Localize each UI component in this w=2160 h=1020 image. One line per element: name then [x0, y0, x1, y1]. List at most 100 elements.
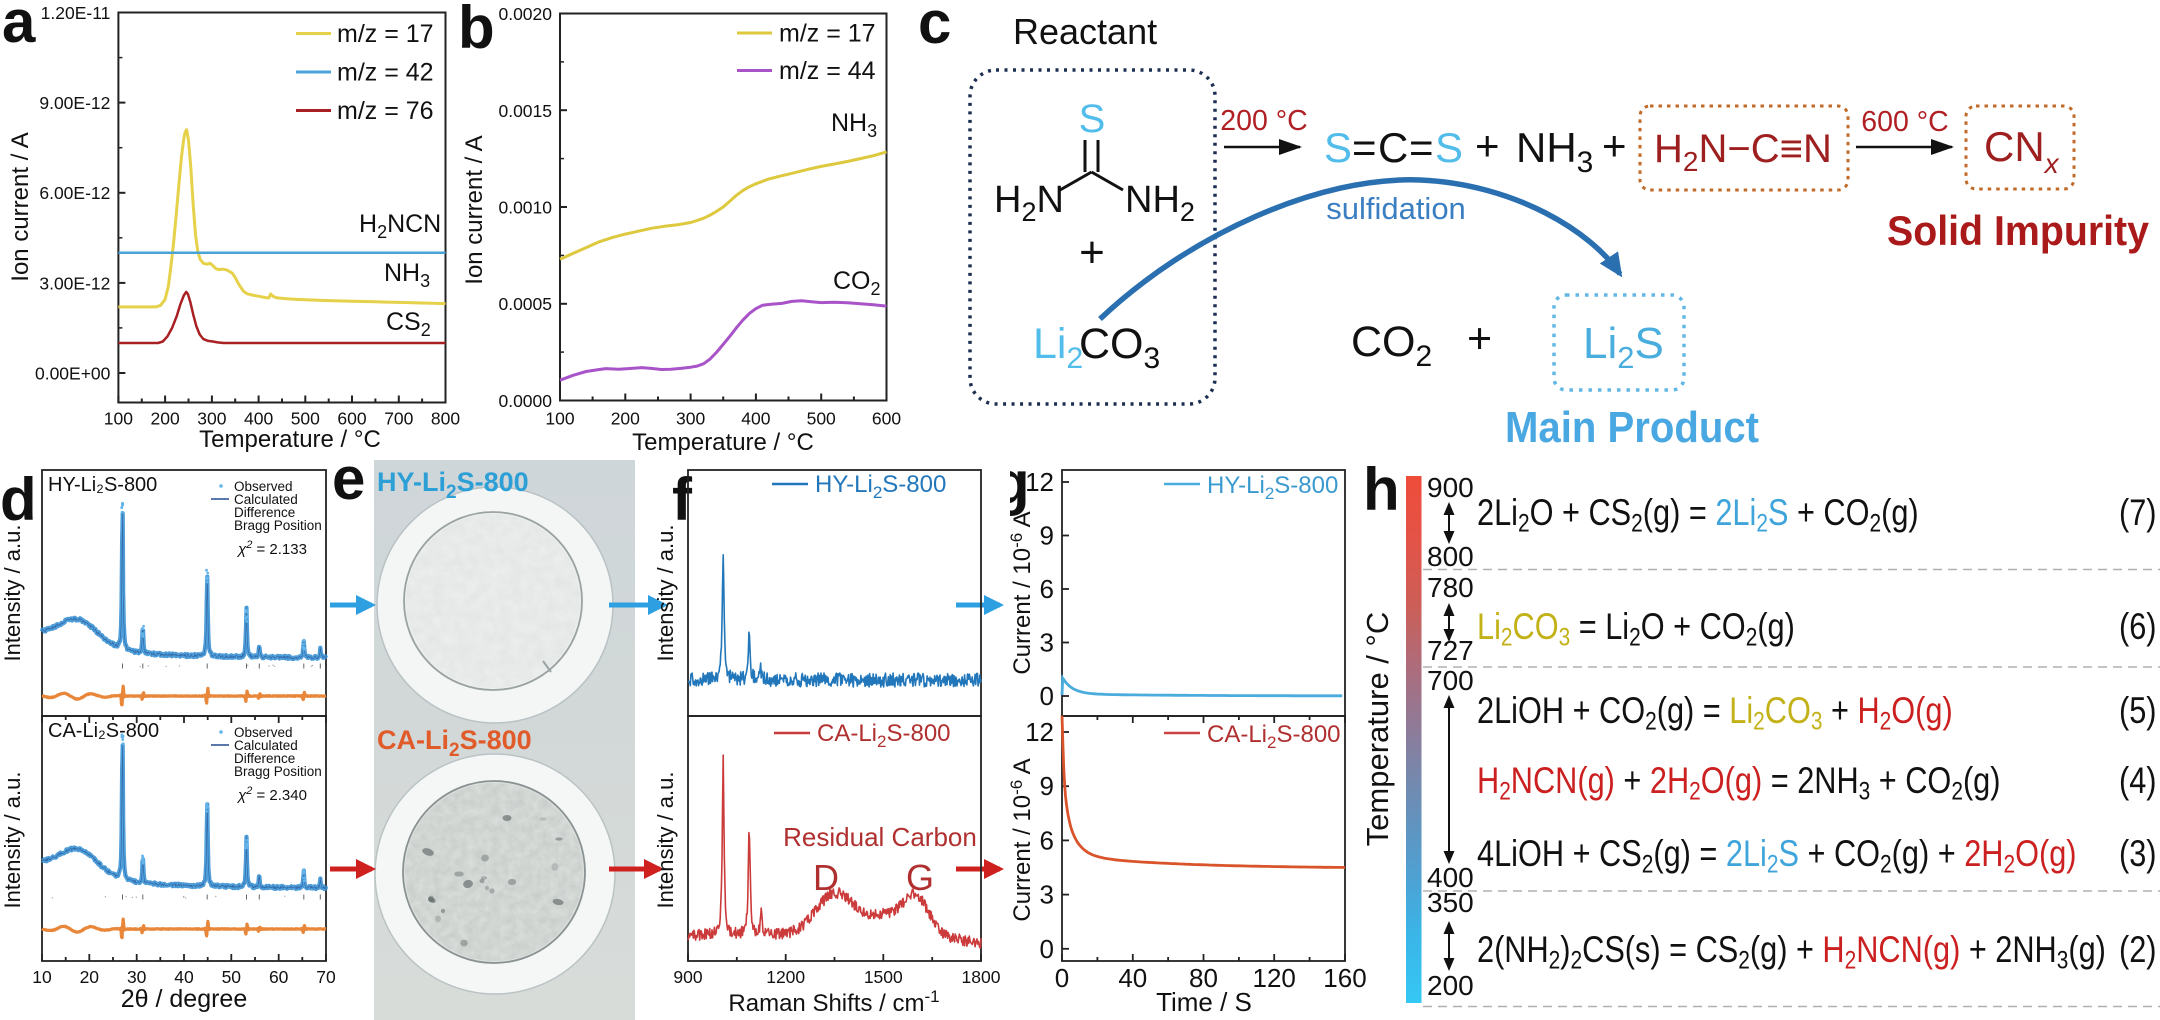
svg-text:3: 3 [1040, 628, 1054, 658]
svg-text:0: 0 [1055, 963, 1069, 993]
svg-text:Current / 10-6 A: Current / 10-6 A [1010, 758, 1036, 921]
svg-text:Main Product: Main Product [1505, 403, 1759, 452]
svg-text:NH2: NH2 [1125, 179, 1195, 227]
svg-text:1800: 1800 [962, 967, 1001, 987]
svg-text:Bragg Position: Bragg Position [234, 518, 322, 533]
svg-text:+: + [1467, 315, 1492, 363]
svg-text:0.0000: 0.0000 [498, 391, 552, 411]
svg-text:G: G [906, 857, 934, 898]
svg-text:20: 20 [80, 967, 100, 987]
svg-text:CO3: CO3 [1079, 320, 1160, 375]
svg-text:HY-Li2S-800: HY-Li2S-800 [815, 471, 946, 502]
svg-text:0.0005: 0.0005 [498, 294, 552, 314]
svg-text:40: 40 [174, 967, 194, 987]
svg-text:Temperature / °C: Temperature / °C [1360, 612, 1395, 847]
svg-text:HY-Li2S-800: HY-Li2S-800 [1207, 472, 1338, 503]
svg-text:500: 500 [807, 409, 836, 429]
svg-text:c: c [918, 0, 951, 56]
svg-text:3: 3 [1040, 880, 1054, 910]
svg-text:3.00E-12: 3.00E-12 [39, 273, 110, 293]
svg-text:400: 400 [244, 409, 273, 429]
svg-text:S: S [1324, 124, 1352, 171]
svg-text:80: 80 [1189, 963, 1218, 993]
svg-text:0.0020: 0.0020 [498, 4, 552, 24]
svg-text:9: 9 [1040, 771, 1054, 801]
svg-text:700: 700 [1427, 665, 1474, 696]
svg-text:0: 0 [1040, 681, 1054, 711]
svg-text:30: 30 [127, 967, 147, 987]
svg-text:S: S [1079, 97, 1106, 141]
svg-text:χ2 = 2.133: χ2 = 2.133 [236, 539, 307, 558]
svg-text:S: S [1435, 124, 1463, 171]
svg-text:CA-Li2S-800: CA-Li2S-800 [817, 720, 951, 751]
svg-text:1500: 1500 [864, 967, 903, 987]
svg-text:sulfidation: sulfidation [1326, 191, 1466, 226]
svg-text:1200: 1200 [766, 967, 805, 987]
svg-text:400: 400 [1427, 862, 1474, 893]
svg-text:Solid Impurity: Solid Impurity [1887, 207, 2150, 254]
svg-text:m/z = 44: m/z = 44 [779, 57, 876, 85]
svg-text:m/z = 17: m/z = 17 [337, 20, 434, 48]
svg-text:350: 350 [1427, 887, 1474, 918]
svg-text:Intensity / a.u.: Intensity / a.u. [655, 525, 678, 662]
svg-text:+: + [1475, 122, 1500, 169]
svg-text:m/z = 17: m/z = 17 [779, 20, 876, 48]
svg-text:0.0015: 0.0015 [498, 101, 552, 121]
svg-text:Difference: Difference [234, 505, 295, 520]
svg-text:=: = [1409, 124, 1434, 171]
svg-text:e: e [332, 460, 365, 512]
svg-text:Li2: Li2 [1033, 320, 1083, 375]
svg-text:Calculated: Calculated [234, 738, 298, 753]
svg-text:d: d [0, 466, 37, 533]
svg-text:C: C [1378, 124, 1408, 171]
svg-text:HY-Li₂S-800: HY-Li₂S-800 [48, 474, 157, 496]
svg-text:CA-Li2S-800: CA-Li2S-800 [1207, 721, 1341, 752]
svg-text:6: 6 [1040, 825, 1054, 855]
svg-text:Li2S: Li2S [1583, 319, 1664, 375]
svg-text:727: 727 [1427, 635, 1474, 666]
svg-text:100: 100 [545, 409, 574, 429]
svg-text:800: 800 [431, 409, 460, 429]
svg-text:Bragg Position: Bragg Position [234, 764, 322, 779]
svg-text:Difference: Difference [234, 751, 295, 766]
svg-text:m/z = 76: m/z = 76 [337, 97, 434, 125]
svg-text:160: 160 [1323, 963, 1366, 993]
svg-text:+: + [1602, 122, 1627, 169]
svg-text:a: a [2, 0, 36, 55]
svg-text:g: g [1010, 460, 1030, 516]
svg-text:60: 60 [269, 967, 289, 987]
svg-text:200: 200 [611, 409, 640, 429]
svg-text:Temperature / °C: Temperature / °C [199, 426, 381, 453]
svg-text:780: 780 [1427, 572, 1474, 603]
svg-text:χ2 = 2.340: χ2 = 2.340 [236, 785, 307, 804]
svg-text:200 °C: 200 °C [1220, 105, 1307, 137]
svg-text:Calculated: Calculated [234, 492, 298, 507]
svg-text:CNx: CNx [1984, 123, 2060, 179]
svg-text:CA-Li₂S-800: CA-Li₂S-800 [48, 720, 159, 742]
svg-text:Intensity / a.u.: Intensity / a.u. [0, 525, 25, 662]
svg-text:500: 500 [291, 409, 320, 429]
svg-text:Observed: Observed [234, 725, 293, 740]
svg-text:Current / 10-6 A: Current / 10-6 A [1010, 511, 1036, 674]
svg-text:120: 120 [1253, 963, 1296, 993]
svg-text:f: f [672, 466, 693, 533]
svg-text:Intensity / a.u.: Intensity / a.u. [0, 772, 25, 909]
svg-text:NH3: NH3 [384, 259, 430, 291]
svg-text:Time / S: Time / S [1156, 987, 1252, 1017]
svg-text:0: 0 [1040, 934, 1054, 964]
svg-text:Residual Carbon: Residual Carbon [783, 822, 977, 852]
svg-text:9: 9 [1040, 521, 1054, 551]
svg-text:NH3: NH3 [831, 109, 877, 141]
svg-text:600: 600 [872, 409, 901, 429]
svg-text:200: 200 [1427, 970, 1474, 1001]
svg-text:900: 900 [673, 967, 702, 987]
svg-text:CO2: CO2 [833, 267, 881, 299]
svg-text:Intensity / a.u.: Intensity / a.u. [655, 772, 678, 909]
svg-text:CS2: CS2 [386, 308, 431, 340]
svg-text:m/z = 42: m/z = 42 [337, 59, 434, 87]
svg-text:9.00E-12: 9.00E-12 [39, 93, 110, 113]
svg-text:700: 700 [384, 409, 413, 429]
svg-text:12: 12 [1025, 467, 1054, 497]
svg-text:H2N: H2N [994, 179, 1064, 227]
svg-text:Observed: Observed [234, 479, 293, 494]
